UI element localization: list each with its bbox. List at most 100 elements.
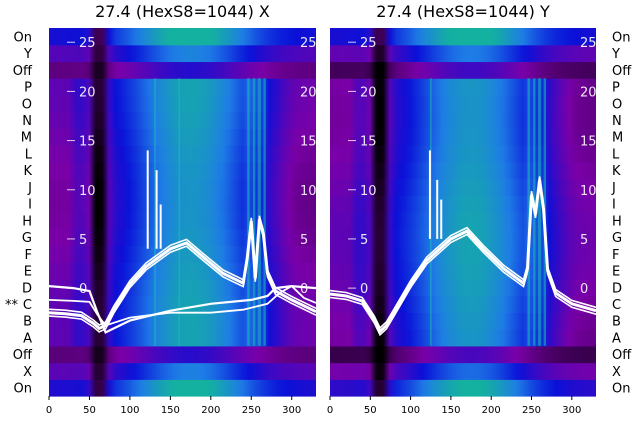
x-tick-label: 150 xyxy=(161,405,180,416)
inner-tick-label: 15 xyxy=(79,135,96,150)
heatmap-row-on xyxy=(49,28,316,46)
x-tick-label: 250 xyxy=(522,405,541,416)
row-label: X xyxy=(23,365,32,380)
row-mark: ** xyxy=(5,298,19,313)
heatmap-row-a xyxy=(330,329,596,347)
row-label: P xyxy=(612,81,620,96)
row-label: B xyxy=(23,315,32,330)
heatmap-row-c xyxy=(49,295,316,313)
chart-title: 27.4 (HexS8=1044) X xyxy=(95,2,270,21)
inner-tick-label: 15 xyxy=(360,135,377,150)
inner-tick-label: 5 xyxy=(360,233,368,248)
bright-column xyxy=(247,78,250,346)
heatmap-row-off xyxy=(49,345,316,364)
inner-tick-label-right: 5 xyxy=(580,233,588,248)
bright-column xyxy=(252,78,256,346)
row-label: Off xyxy=(612,348,632,363)
row-label: Off xyxy=(13,64,33,79)
row-label: M xyxy=(612,131,623,146)
row-label: P xyxy=(24,81,32,96)
inner-tick-label-right: 5 xyxy=(300,233,308,248)
inner-tick-label: 10 xyxy=(79,184,96,199)
x-tick-label: 100 xyxy=(120,405,139,416)
inner-tick-label-right: 20 xyxy=(300,85,317,100)
row-label: H xyxy=(22,214,32,229)
row-label: J xyxy=(27,181,32,196)
x-tick-label: 300 xyxy=(282,405,301,416)
heatmap-row-off xyxy=(330,345,596,364)
bright-column xyxy=(154,78,156,346)
row-label: Off xyxy=(13,348,33,363)
inner-tick-label: 5 xyxy=(79,233,87,248)
row-label: J xyxy=(611,181,616,196)
chart-title: 27.4 (HexS8=1044) Y xyxy=(376,2,550,21)
row-label: Y xyxy=(611,47,620,62)
inner-tick-label: 0 xyxy=(360,282,368,297)
inner-tick-label-right: 0 xyxy=(580,282,588,297)
inner-tick-label-right: 15 xyxy=(300,135,317,150)
row-label: B xyxy=(612,315,621,330)
heatmap-row-on xyxy=(49,379,316,397)
heatmap-row-n xyxy=(49,111,316,129)
bright-column xyxy=(178,78,181,346)
row-label: G xyxy=(612,231,622,246)
bright-column xyxy=(527,78,530,346)
heatmap-row-y xyxy=(49,44,316,63)
bright-column xyxy=(257,78,261,346)
series-line-profile xyxy=(48,215,317,326)
row-label: On xyxy=(14,30,32,45)
heatmap-row-off xyxy=(49,61,316,79)
row-label: C xyxy=(612,298,621,313)
x-tick-label: 250 xyxy=(242,405,261,416)
row-label: Y xyxy=(23,47,32,62)
x-tick-label: 150 xyxy=(441,405,460,416)
heatmap-row-k xyxy=(49,161,316,180)
heatmap-row-y xyxy=(330,44,596,63)
heatmap-row-on xyxy=(330,28,596,46)
row-label: L xyxy=(25,148,33,163)
row-label: M xyxy=(21,131,32,146)
row-label: E xyxy=(612,265,620,280)
row-label: K xyxy=(612,164,621,179)
inner-tick-label: 20 xyxy=(360,85,377,100)
heatmap-row-on xyxy=(330,379,596,397)
inner-tick-label-right: 10 xyxy=(580,184,597,199)
x-tick-label: 50 xyxy=(83,405,96,416)
x-tick-label: 0 xyxy=(46,405,52,416)
x-tick-label: 200 xyxy=(201,405,220,416)
bright-column xyxy=(263,78,266,346)
row-label: On xyxy=(612,382,630,397)
row-label: G xyxy=(22,231,32,246)
row-label: A xyxy=(23,332,32,347)
inner-tick-label: 25 xyxy=(79,36,96,51)
inner-tick-label-right: 25 xyxy=(580,36,597,51)
row-label: C xyxy=(23,298,32,313)
series-line-profile xyxy=(329,176,597,330)
inner-tick-label-right: 10 xyxy=(300,184,317,199)
heatmap-row-n xyxy=(330,111,596,129)
inner-tick-label-right: 20 xyxy=(580,85,597,100)
x-tick-label: 0 xyxy=(327,405,333,416)
row-label: X xyxy=(612,365,621,380)
inner-tick-label: 10 xyxy=(360,184,377,199)
inner-tick-label: 20 xyxy=(79,85,96,100)
heatmap-row-h xyxy=(330,212,596,230)
heatmap-row-x xyxy=(49,362,316,380)
x-tick-label: 200 xyxy=(482,405,501,416)
chart-panel-x: 0 0 5 5 10 10 15 15 20 20 25 25 27.4 (HexS8=1044) X O… xyxy=(5,2,317,416)
row-label: N xyxy=(22,114,32,129)
row-label: O xyxy=(22,97,32,112)
row-label: H xyxy=(612,214,622,229)
row-label: Off xyxy=(612,64,632,79)
heatmap-row-e xyxy=(49,262,316,280)
heatmap-row-a xyxy=(49,329,316,347)
row-label: K xyxy=(23,164,32,179)
x-tick-label: 300 xyxy=(562,405,581,416)
inner-tick-label-right: 15 xyxy=(580,135,597,150)
row-label: D xyxy=(22,281,32,296)
heatmap-row-x xyxy=(330,362,596,380)
row-label: I xyxy=(28,198,32,213)
row-label: D xyxy=(612,281,622,296)
inner-tick-label-right: 25 xyxy=(300,36,317,51)
